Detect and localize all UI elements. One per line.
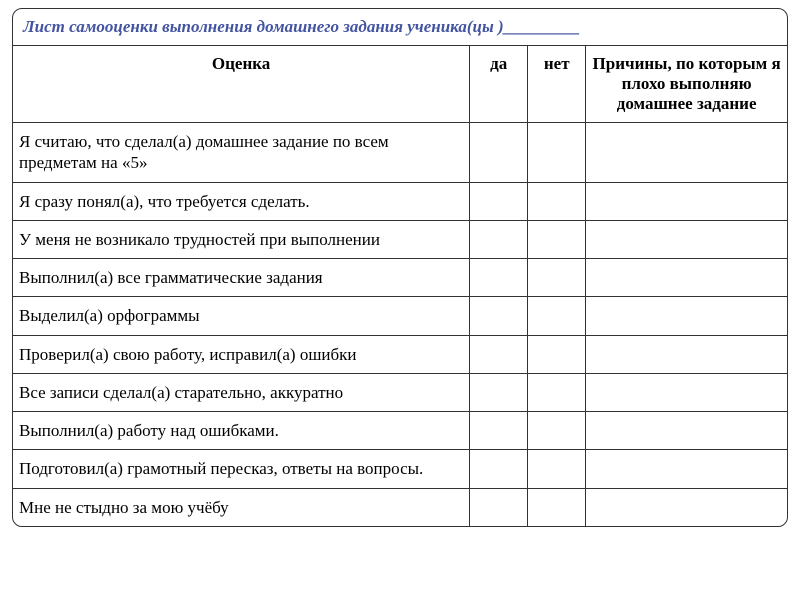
cell-no[interactable] — [528, 373, 586, 411]
cell-statement: Я считаю, что сделал(а) домашнее задание… — [13, 123, 470, 183]
col-header-no: нет — [528, 46, 586, 123]
cell-yes[interactable] — [470, 123, 528, 183]
cell-yes[interactable] — [470, 488, 528, 526]
col-header-reasons: Причины, по которым я плохо выполняю дом… — [586, 46, 787, 123]
cell-statement: Подготовил(а) грамотный пересказ, ответы… — [13, 450, 470, 488]
cell-reasons[interactable] — [586, 220, 787, 258]
cell-reasons[interactable] — [586, 450, 787, 488]
cell-statement: Выполнил(а) все грамматические задания — [13, 259, 470, 297]
cell-yes[interactable] — [470, 412, 528, 450]
col-header-statement: Оценка — [13, 46, 470, 123]
table-row: Выполнил(а) работу над ошибками. — [13, 412, 787, 450]
worksheet-container: Лист самооценки выполнения домашнего зад… — [12, 8, 788, 527]
cell-yes[interactable] — [470, 182, 528, 220]
cell-reasons[interactable] — [586, 335, 787, 373]
cell-yes[interactable] — [470, 259, 528, 297]
table-row: Проверил(а) свою работу, исправил(а) оши… — [13, 335, 787, 373]
cell-reasons[interactable] — [586, 182, 787, 220]
cell-no[interactable] — [528, 123, 586, 183]
cell-no[interactable] — [528, 488, 586, 526]
cell-statement: Выделил(а) орфограммы — [13, 297, 470, 335]
cell-statement: Я сразу понял(а), что требуется сделать. — [13, 182, 470, 220]
table-row: Все записи сделал(а) старательно, аккура… — [13, 373, 787, 411]
cell-reasons[interactable] — [586, 259, 787, 297]
cell-yes[interactable] — [470, 220, 528, 258]
table-row: У меня не возникало трудностей при выпол… — [13, 220, 787, 258]
cell-statement: У меня не возникало трудностей при выпол… — [13, 220, 470, 258]
col-header-yes: да — [470, 46, 528, 123]
cell-yes[interactable] — [470, 297, 528, 335]
cell-no[interactable] — [528, 220, 586, 258]
cell-reasons[interactable] — [586, 373, 787, 411]
cell-statement: Мне не стыдно за мою учёбу — [13, 488, 470, 526]
table-row: Подготовил(а) грамотный пересказ, ответы… — [13, 450, 787, 488]
table-row: Мне не стыдно за мою учёбу — [13, 488, 787, 526]
cell-statement: Проверил(а) свою работу, исправил(а) оши… — [13, 335, 470, 373]
table-header-row: Оценка да нет Причины, по которым я плох… — [13, 46, 787, 123]
table-row: Выполнил(а) все грамматические задания — [13, 259, 787, 297]
cell-no[interactable] — [528, 450, 586, 488]
cell-no[interactable] — [528, 182, 586, 220]
table-row: Я считаю, что сделал(а) домашнее задание… — [13, 123, 787, 183]
cell-yes[interactable] — [470, 373, 528, 411]
self-assessment-table: Оценка да нет Причины, по которым я плох… — [13, 46, 787, 526]
cell-no[interactable] — [528, 335, 586, 373]
cell-yes[interactable] — [470, 450, 528, 488]
cell-no[interactable] — [528, 297, 586, 335]
cell-reasons[interactable] — [586, 412, 787, 450]
table-row: Я сразу понял(а), что требуется сделать. — [13, 182, 787, 220]
cell-no[interactable] — [528, 259, 586, 297]
worksheet-title: Лист самооценки выполнения домашнего зад… — [13, 9, 787, 46]
table-body: Я считаю, что сделал(а) домашнее задание… — [13, 123, 787, 526]
cell-reasons[interactable] — [586, 297, 787, 335]
table-row: Выделил(а) орфограммы — [13, 297, 787, 335]
cell-reasons[interactable] — [586, 123, 787, 183]
cell-no[interactable] — [528, 412, 586, 450]
cell-reasons[interactable] — [586, 488, 787, 526]
cell-statement: Все записи сделал(а) старательно, аккура… — [13, 373, 470, 411]
cell-statement: Выполнил(а) работу над ошибками. — [13, 412, 470, 450]
cell-yes[interactable] — [470, 335, 528, 373]
